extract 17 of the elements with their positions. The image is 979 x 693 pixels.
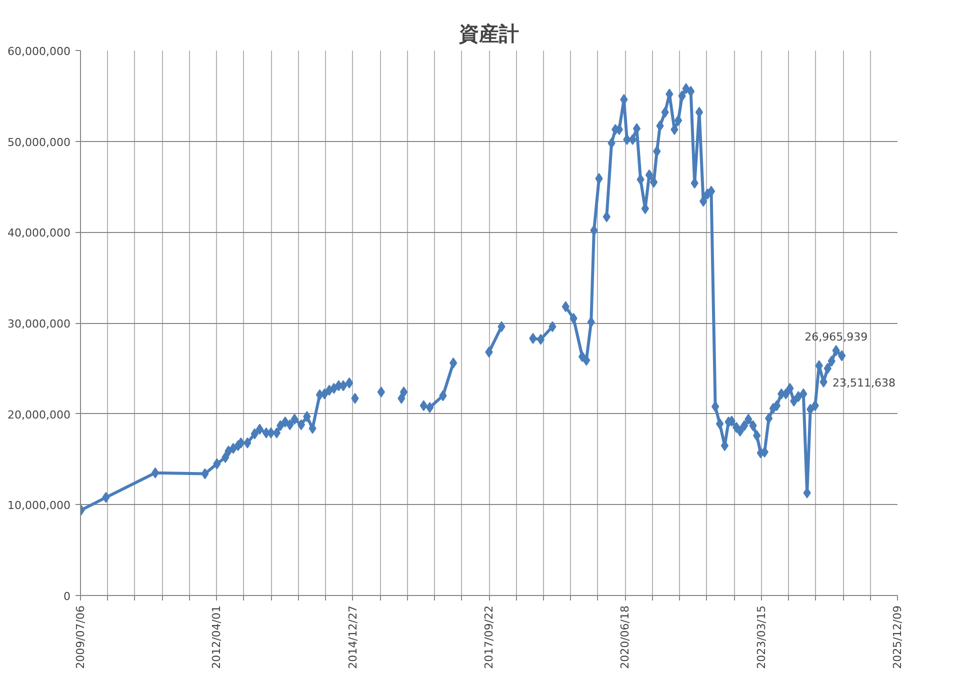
- chart-title: 資産計: [458, 22, 519, 46]
- x-tick-label: 2023/03/15: [754, 605, 768, 669]
- y-tick-label: 0: [64, 590, 70, 603]
- y-tick-label: 30,000,000: [8, 318, 71, 330]
- y-tick-label: 10,000,000: [8, 499, 71, 512]
- y-tick-label: 40,000,000: [8, 226, 71, 240]
- annotation: 23,511,638: [832, 376, 896, 390]
- x-tick-label: 2012/04/01: [210, 605, 224, 669]
- x-tick-label: 2017/09/22: [482, 605, 496, 669]
- y-tick-label: 20,000,000: [8, 408, 71, 422]
- y-tick-label: 60,000,000: [8, 45, 71, 58]
- x-tick-label: 2014/12/27: [346, 605, 360, 669]
- x-tick-label: 2025/12/09: [891, 605, 904, 669]
- y-tick-label: 50,000,000: [8, 136, 71, 149]
- annotation: 26,965,939: [804, 330, 868, 344]
- x-tick-label: 2020/06/18: [618, 605, 632, 669]
- x-tick-label: 2009/07/06: [74, 605, 87, 669]
